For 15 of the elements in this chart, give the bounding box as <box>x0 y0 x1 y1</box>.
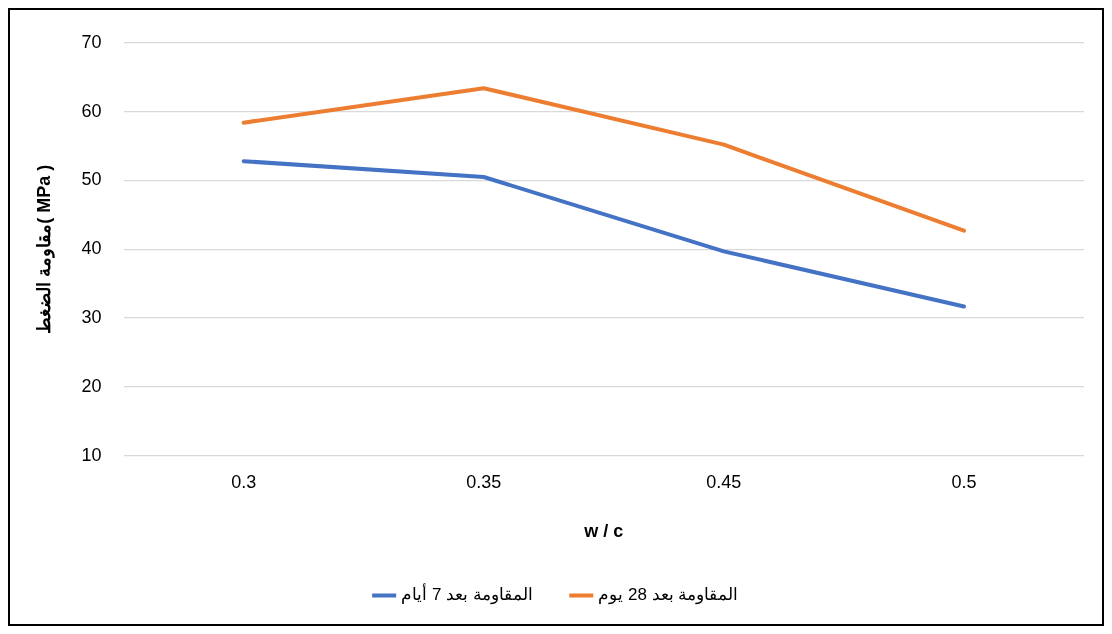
x-tick-label: 0.5 <box>951 471 977 492</box>
legend-label: المقاومة بعد 28 يوم <box>598 585 739 606</box>
x-tick-label: 0.35 <box>466 471 502 492</box>
y-axis-title: مقاومة الضغط( MPa ) <box>33 164 55 334</box>
legend-label: المقاومة بعد 7 أيام <box>401 583 533 606</box>
y-tick-label: 10 <box>81 444 102 465</box>
x-tick-label: 0.45 <box>706 471 742 492</box>
y-tick-label: 20 <box>81 375 102 396</box>
y-tick-label: 60 <box>81 100 102 121</box>
x-tick-label: 0.3 <box>231 471 257 492</box>
y-tick-label: 50 <box>81 169 102 190</box>
y-tick-label: 70 <box>81 31 102 52</box>
y-tick-label: 30 <box>81 307 102 328</box>
x-axis-title: w / c <box>583 521 624 542</box>
y-tick-label: 40 <box>81 238 102 259</box>
